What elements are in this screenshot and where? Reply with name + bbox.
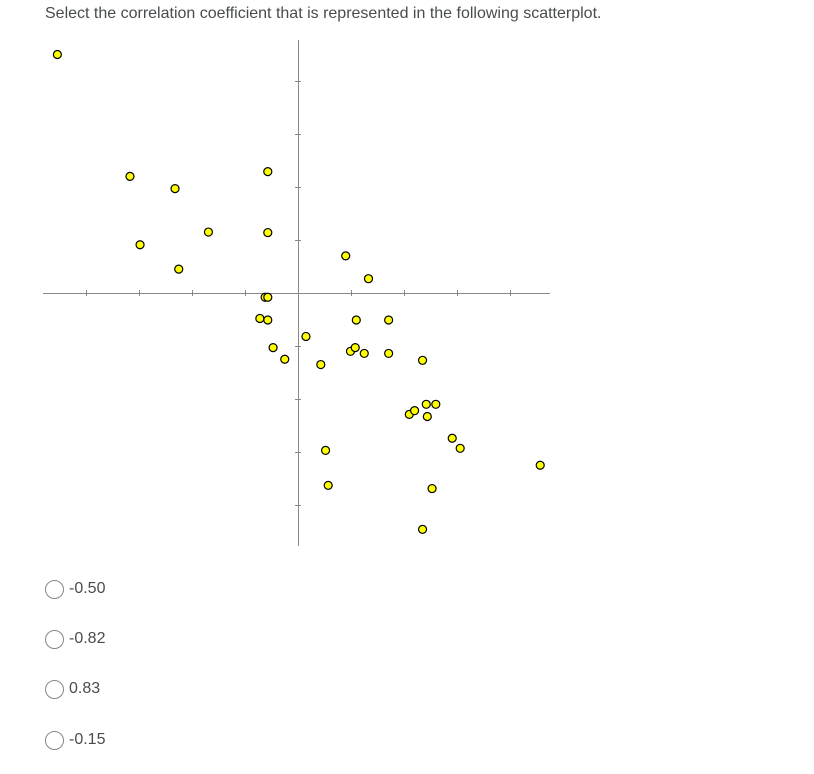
answer-option-2[interactable]: -0.82 bbox=[45, 627, 105, 651]
chart-axes bbox=[43, 40, 550, 546]
data-point bbox=[203, 227, 214, 237]
data-point bbox=[263, 227, 273, 238]
data-point bbox=[320, 445, 331, 456]
data-point bbox=[255, 313, 265, 324]
data-point bbox=[535, 460, 545, 470]
data-point bbox=[263, 292, 273, 302]
data-point bbox=[301, 331, 311, 342]
data-point bbox=[350, 342, 360, 353]
answer-option-3[interactable]: 0.83 bbox=[45, 677, 100, 701]
data-point bbox=[384, 315, 394, 325]
data-point bbox=[52, 49, 62, 60]
data-point bbox=[417, 355, 428, 365]
data-point bbox=[427, 483, 437, 494]
data-point bbox=[363, 274, 374, 284]
data-point bbox=[359, 348, 369, 359]
data-point bbox=[410, 406, 420, 416]
data-point bbox=[417, 524, 428, 534]
answer-option-label[interactable]: 0.83 bbox=[69, 680, 101, 697]
data-point bbox=[384, 348, 394, 359]
answer-option-4[interactable]: -0.15 bbox=[45, 728, 105, 752]
data-point bbox=[447, 433, 457, 443]
data-point bbox=[174, 264, 184, 274]
data-point bbox=[422, 411, 432, 422]
radio-button[interactable] bbox=[45, 730, 64, 750]
data-point bbox=[421, 399, 431, 409]
data-point bbox=[341, 251, 351, 261]
data-point bbox=[263, 315, 273, 325]
radio-button[interactable] bbox=[45, 629, 64, 649]
radio-button[interactable] bbox=[45, 679, 64, 699]
data-point bbox=[351, 315, 361, 325]
answer-option-label[interactable]: -0.50 bbox=[69, 580, 106, 597]
data-point bbox=[323, 480, 333, 490]
data-point bbox=[455, 443, 465, 453]
data-point bbox=[135, 240, 145, 250]
data-point bbox=[263, 167, 273, 177]
answer-option-1[interactable]: -0.50 bbox=[45, 577, 105, 601]
chart-points bbox=[52, 49, 545, 534]
data-point bbox=[431, 399, 441, 409]
question-text: Select the correlation coefficient that … bbox=[45, 5, 602, 22]
data-point bbox=[268, 342, 278, 353]
answer-option-label[interactable]: -0.15 bbox=[69, 731, 106, 748]
answer-option-label[interactable]: -0.82 bbox=[69, 630, 106, 647]
data-point bbox=[316, 359, 326, 370]
data-point bbox=[280, 354, 290, 364]
data-point bbox=[125, 171, 135, 181]
radio-button[interactable] bbox=[45, 579, 64, 599]
data-point bbox=[170, 183, 180, 194]
